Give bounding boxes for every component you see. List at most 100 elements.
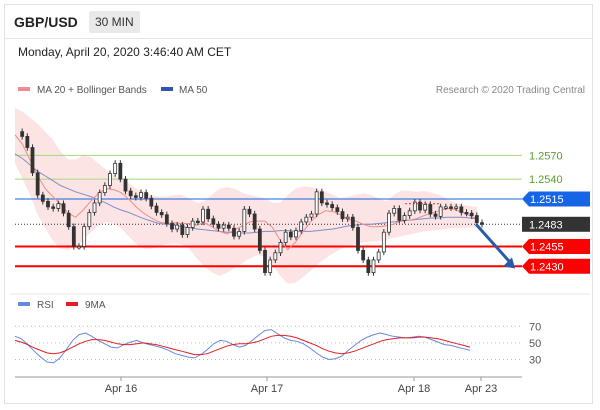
nine-ma-line — [14, 334, 471, 356]
candle-body — [149, 197, 154, 207]
candle-body — [123, 178, 128, 192]
candle-body — [180, 224, 185, 235]
candle-body — [438, 206, 443, 217]
candle-body — [371, 259, 376, 273]
candle-body — [325, 202, 329, 205]
candle-body — [340, 211, 345, 220]
candle-body — [237, 231, 242, 237]
candle-body — [459, 206, 464, 213]
candle-body — [252, 213, 257, 230]
candle-body — [30, 147, 35, 174]
candle-body — [154, 205, 159, 213]
candle-body — [216, 223, 221, 229]
candle-body — [87, 212, 92, 228]
candle-body — [361, 250, 366, 261]
candle-body — [226, 224, 231, 229]
candle-body — [108, 173, 112, 186]
candle-body — [392, 208, 397, 214]
candle-body — [464, 212, 469, 215]
symbol-label: GBP/USD — [14, 14, 78, 30]
chart-header: GBP/USD 30 MIN — [5, 5, 592, 39]
support-price-box — [522, 238, 590, 254]
legend-swatch-ma50 — [161, 87, 173, 91]
candle-body — [474, 215, 479, 224]
candle-body — [185, 227, 190, 235]
candle-body — [61, 203, 66, 214]
candle-body — [278, 242, 283, 254]
candle-body — [428, 204, 433, 215]
candle-body — [40, 194, 45, 202]
candle-body — [201, 208, 205, 223]
legend-swatch-ma20 — [18, 87, 30, 91]
candle-body — [376, 251, 381, 261]
legend-label-ma20: MA 20 + Bollinger Bands — [37, 85, 147, 96]
candle-body — [71, 226, 76, 247]
candle-body — [350, 216, 355, 228]
candle-body — [366, 259, 371, 273]
candle-body — [443, 206, 448, 209]
candle-body — [299, 221, 304, 232]
candle-body — [247, 208, 252, 215]
candle-body — [97, 192, 102, 204]
x-tick-label: Apr 18 — [398, 383, 430, 395]
candle-body — [175, 224, 180, 230]
candle-body — [232, 227, 236, 237]
support-price-box — [522, 258, 590, 274]
candle-body — [402, 215, 407, 221]
level-label-green: 1.2570 — [529, 150, 563, 162]
candle-body — [113, 162, 118, 175]
candle-body — [423, 204, 428, 211]
candle-body — [381, 231, 386, 253]
bollinger-band-area — [15, 107, 477, 284]
current-price-box — [522, 216, 590, 232]
candle-body — [211, 218, 216, 225]
candle-body — [319, 191, 324, 204]
candle-body — [314, 191, 319, 215]
candle-body — [469, 212, 474, 216]
support-price-label: 1.2430 — [530, 261, 564, 273]
candle-body — [221, 224, 226, 229]
x-tick-label: Apr 16 — [105, 383, 137, 395]
legend-label-ma50: MA 50 — [179, 85, 208, 96]
candle-body — [20, 131, 25, 137]
candle-body — [164, 214, 169, 224]
candle-body — [273, 252, 278, 261]
candle-body — [335, 207, 340, 213]
candle-body — [480, 222, 484, 225]
candle-body — [92, 202, 97, 213]
candle-body — [144, 192, 149, 199]
candle-body — [77, 246, 81, 249]
candle-body — [128, 190, 133, 197]
credit-text: Research © 2020 Trading Central — [436, 85, 585, 96]
candle-body — [257, 228, 262, 251]
resistance-price-box — [522, 191, 590, 207]
candle-body — [356, 227, 360, 251]
current-price-label: 1.2483 — [529, 219, 563, 231]
candle-body — [268, 259, 273, 273]
candle-body — [412, 201, 417, 212]
candle-body — [133, 195, 138, 198]
legend-swatch-rsi — [18, 302, 30, 306]
candle-body — [195, 220, 200, 224]
candle-body — [283, 231, 288, 243]
projection-arrow-head — [503, 257, 515, 269]
x-tick-label: Apr 17 — [251, 383, 283, 395]
candle-body — [330, 204, 335, 209]
candle-body — [418, 201, 422, 211]
level-label-green: 1.2540 — [529, 174, 563, 186]
support-price-label: 1.2455 — [530, 241, 564, 253]
legend-label-9ma: 9MA — [85, 300, 106, 311]
legend-swatch-9ma — [66, 302, 78, 306]
candle-body — [82, 226, 87, 247]
candle-body — [242, 208, 247, 232]
candle-body — [288, 231, 293, 238]
timeframe-button[interactable]: 30 MIN — [89, 11, 140, 33]
candle-body — [304, 216, 309, 223]
candle-body — [206, 208, 211, 220]
candle-body — [159, 212, 164, 216]
candle-body — [345, 216, 350, 220]
candle-body — [170, 223, 174, 230]
candle-body — [35, 172, 40, 196]
resistance-price-label: 1.2515 — [530, 194, 564, 206]
